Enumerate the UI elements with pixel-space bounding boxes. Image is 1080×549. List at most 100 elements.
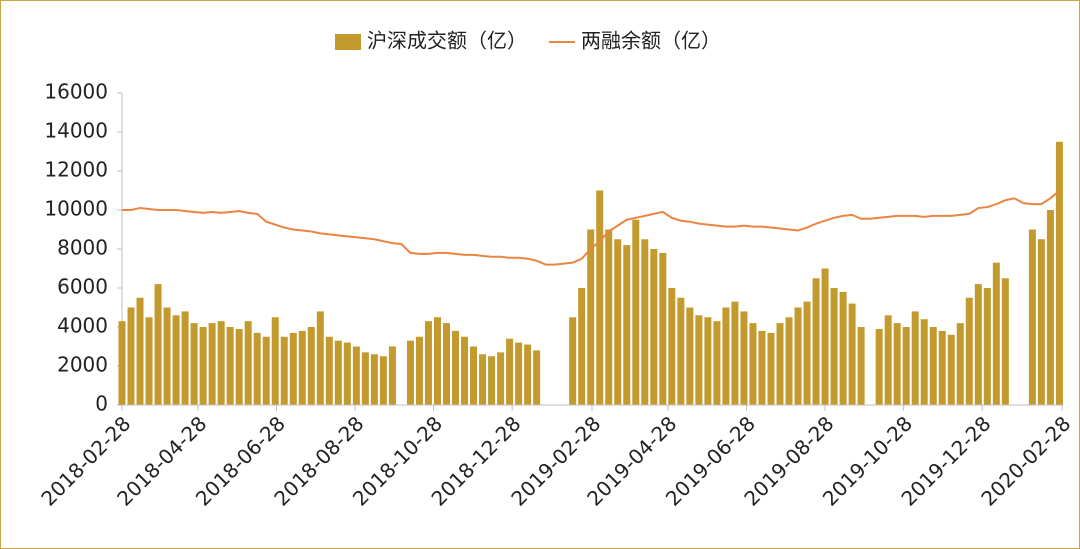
- bar: [749, 323, 757, 405]
- bar: [686, 307, 694, 405]
- bar: [839, 291, 847, 405]
- bar: [812, 278, 820, 405]
- legend-label: 沪深成交额（亿）: [367, 29, 527, 53]
- bar: [280, 336, 288, 405]
- bar: [1028, 229, 1036, 405]
- bar: [226, 327, 234, 405]
- bar: [361, 352, 369, 405]
- bar: [875, 328, 883, 405]
- bar: [370, 354, 378, 405]
- legend-label: 两融余额（亿）: [581, 29, 721, 53]
- bar: [911, 311, 919, 405]
- bar: [983, 288, 991, 405]
- bar: [479, 354, 487, 405]
- bar: [902, 327, 910, 405]
- y-tick-label: 4000: [57, 314, 108, 338]
- bar: [199, 327, 207, 405]
- bar: [352, 346, 360, 405]
- bar: [1001, 278, 1009, 405]
- bar: [506, 338, 514, 405]
- y-tick-label: 12000: [44, 158, 108, 182]
- bar: [244, 321, 252, 405]
- bar: [442, 323, 450, 405]
- bar: [740, 311, 748, 405]
- bar: [938, 330, 946, 405]
- bar: [334, 340, 342, 405]
- bar: [695, 315, 703, 405]
- bar: [848, 303, 856, 405]
- bar: [992, 262, 1000, 405]
- bar: [1037, 239, 1045, 405]
- y-tick-label: 2000: [57, 353, 108, 377]
- bar: [605, 229, 613, 405]
- bar: [776, 323, 784, 405]
- bar: [1046, 210, 1054, 405]
- bar: [271, 317, 279, 405]
- bar: [767, 332, 775, 405]
- bar: [488, 356, 496, 405]
- bar: [262, 336, 270, 405]
- bar: [433, 317, 441, 405]
- bar: [623, 245, 631, 405]
- bar: [974, 284, 982, 405]
- bar: [307, 327, 315, 405]
- bar: [650, 249, 658, 405]
- bar: [704, 317, 712, 405]
- bar: [289, 332, 297, 405]
- bar: [127, 307, 135, 405]
- bar: [722, 307, 730, 405]
- bar: [190, 323, 198, 405]
- bar: [298, 330, 306, 405]
- bar: [515, 342, 523, 405]
- bar: [379, 356, 387, 405]
- y-tick-label: 14000: [44, 119, 108, 143]
- bar: [920, 319, 928, 405]
- bar: [578, 288, 586, 405]
- bar: [713, 321, 721, 405]
- bar: [803, 301, 811, 405]
- bar: [452, 330, 460, 405]
- bar: [1055, 141, 1063, 405]
- y-tick-label: 10000: [44, 197, 108, 221]
- bar: [893, 323, 901, 405]
- bar: [253, 332, 261, 405]
- bar: [136, 297, 144, 405]
- line: [122, 189, 1061, 266]
- bar: [965, 297, 973, 405]
- bar: [388, 346, 396, 405]
- bar: [830, 288, 838, 405]
- y-tick-label: 8000: [57, 236, 108, 260]
- bar: [731, 301, 739, 405]
- bar: [641, 239, 649, 405]
- bar: [956, 323, 964, 405]
- y-tick-label: 16000: [44, 80, 108, 104]
- bar: [659, 252, 667, 405]
- bar: [343, 342, 351, 405]
- bar: [406, 340, 414, 405]
- bar: [497, 352, 505, 405]
- bar: [569, 317, 577, 405]
- bar: [794, 307, 802, 405]
- bar: [884, 315, 892, 405]
- bar: [235, 328, 243, 405]
- bar: [325, 336, 333, 405]
- bar: [677, 297, 685, 405]
- bar: [929, 327, 937, 405]
- y-tick-label: 6000: [57, 275, 108, 299]
- bar: [668, 288, 676, 405]
- bar: [154, 284, 162, 405]
- bar: [118, 321, 126, 405]
- bar: [587, 229, 595, 405]
- bar: [857, 327, 865, 405]
- bar: [172, 315, 180, 405]
- bar: [524, 344, 532, 405]
- bar: [316, 311, 324, 405]
- bar: [596, 190, 604, 405]
- bar: [163, 307, 171, 405]
- bar: [217, 321, 225, 405]
- bar: [461, 336, 469, 405]
- bar: [415, 336, 423, 405]
